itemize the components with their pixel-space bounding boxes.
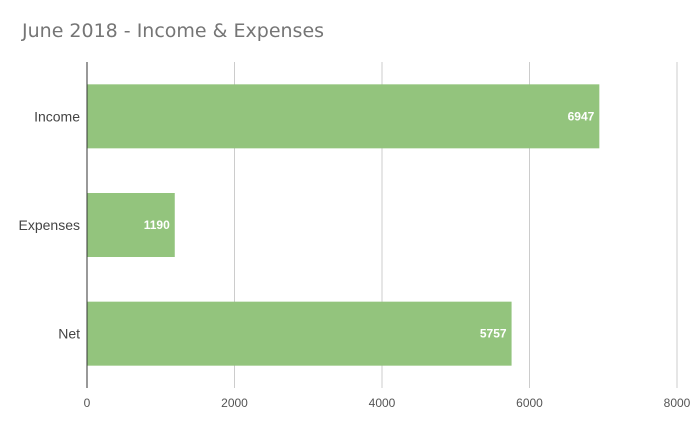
x-tick-label-2000: 2000 [221, 396, 248, 410]
x-tick-label-4000: 4000 [369, 396, 396, 410]
labels: 0 2000 4000 6000 8000 Income 6947 Expenses 1190 N… [19, 108, 691, 410]
x-tick-label-8000: 8000 [664, 396, 691, 410]
data-label-income: 6947 [568, 109, 595, 123]
data-label-net: 5757 [480, 327, 507, 341]
category-label-expenses: Expenses [19, 217, 80, 233]
chart-title: June 2018 - Income & Expenses [22, 20, 325, 42]
x-tick-label-0: 0 [84, 396, 91, 410]
data-label-expenses: 1190 [144, 218, 170, 232]
bar-income [87, 84, 600, 149]
bar-expenses [87, 193, 175, 257]
bar-net [87, 301, 512, 366]
category-label-net: Net [58, 326, 80, 342]
x-tick-label-6000: 6000 [516, 396, 543, 410]
category-label-income: Income [34, 108, 80, 124]
bars [87, 84, 600, 366]
